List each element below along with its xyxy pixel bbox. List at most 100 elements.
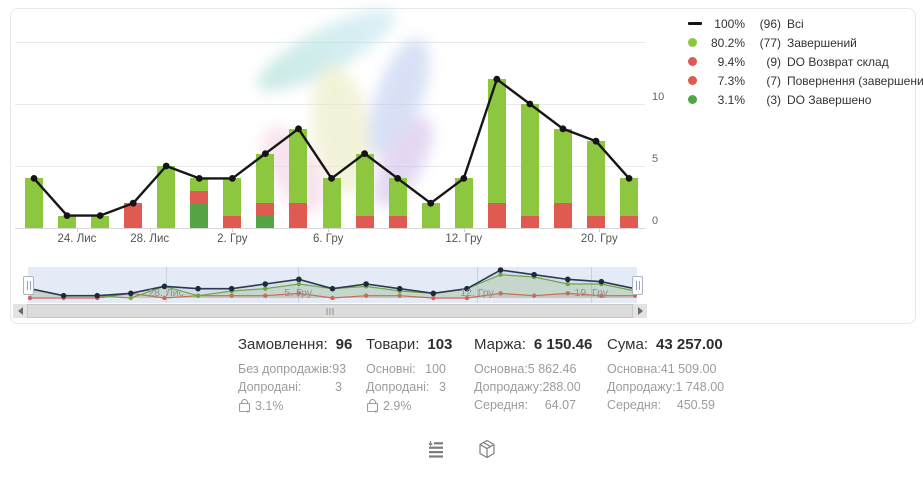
stats-title-row: Сума: 43 257.00	[607, 336, 723, 353]
bar-segment[interactable]	[124, 203, 143, 228]
stats-row: Основні: 100	[366, 360, 446, 378]
legend-item[interactable]: 100% (96) Всі	[688, 14, 920, 33]
line-point[interactable]	[394, 175, 402, 182]
bar-segment[interactable]	[520, 104, 539, 216]
stats-row-label: Середня:	[607, 398, 662, 412]
bar-segment[interactable]	[223, 178, 242, 216]
bar-segment[interactable]	[587, 141, 606, 216]
stats-column: Замовлення: 96 Без допродажів: 93 Допродані:…	[238, 336, 352, 413]
bar-segment[interactable]	[157, 166, 176, 228]
upsell-rate-value: 3.1%	[255, 399, 284, 413]
bar-segment[interactable]	[553, 128, 572, 204]
stats-title-label: Замовлення:	[238, 336, 328, 353]
stats-title-value: 103	[427, 336, 453, 353]
bar-segment[interactable]	[587, 215, 606, 228]
line-point[interactable]	[195, 175, 203, 182]
bar-segment[interactable]	[553, 203, 572, 228]
chart-legend: 100% (96) Всі 80.2% (77) Завершений 9.4% (9) DO …	[688, 14, 923, 109]
stats-row-label: Допродажу:	[474, 380, 543, 394]
line-point[interactable]	[328, 175, 335, 182]
bar-segment[interactable]	[487, 203, 506, 228]
stats-row-value: 100	[425, 362, 446, 376]
legend-item[interactable]: 9.4% (9) DO Возврат склад	[688, 52, 920, 71]
line-point[interactable]	[262, 150, 269, 157]
bar-segment[interactable]	[25, 178, 43, 228]
line-point[interactable]	[63, 212, 71, 220]
products-view-button[interactable]	[475, 437, 499, 461]
stats-column: Маржа: 6 150.46 Основна: 5 862.46 Допродажу:…	[474, 336, 592, 414]
scrollbar-grip-icon	[326, 308, 334, 315]
legend-item[interactable]: 80.2% (77) Завершений	[688, 33, 920, 52]
scrollbar-left-arrow-icon[interactable]	[13, 304, 27, 318]
navigator-series	[27, 267, 638, 301]
legend-count: (96)	[759, 16, 781, 31]
package-cube-icon	[478, 439, 495, 459]
line-point[interactable]	[592, 137, 600, 145]
legend-item[interactable]: 7.3% (7) Повернення (завершений)	[688, 71, 923, 90]
legend-label: Повернення (завершений)	[787, 73, 923, 88]
legend-item[interactable]: 3.1% (3) DO Завершено	[688, 90, 920, 109]
bar-segment[interactable]	[223, 215, 242, 228]
line-point[interactable]	[30, 175, 38, 182]
line-point[interactable]	[162, 162, 170, 170]
navigator-date-label: 19. Гру	[574, 287, 609, 299]
bar-segment[interactable]	[355, 215, 374, 228]
legend-percent: 7.3%	[717, 73, 745, 88]
stats-title-label: Товари:	[366, 336, 420, 353]
bar-segment[interactable]	[388, 215, 407, 228]
line-point[interactable]	[493, 75, 501, 83]
bar-segment[interactable]	[620, 215, 639, 228]
bar-segment[interactable]	[487, 79, 506, 204]
line-point[interactable]	[460, 175, 468, 182]
y-axis-label: 10	[652, 91, 665, 103]
bar-segment[interactable]	[454, 178, 473, 228]
navigator-right-handle-icon[interactable]	[632, 276, 643, 295]
line-point[interactable]	[295, 125, 302, 133]
legend-count: (3)	[766, 92, 781, 107]
chart-scrollbar[interactable]	[13, 304, 647, 318]
navigator-date-label: 12. Гру	[460, 287, 494, 299]
x-axis-label: 24. Лис	[57, 233, 97, 245]
line-point[interactable]	[625, 175, 633, 182]
navigator-left-handle-icon[interactable]	[23, 276, 34, 295]
line-point[interactable]	[526, 100, 534, 108]
bar-segment[interactable]	[91, 215, 110, 228]
legend-count: (77)	[759, 35, 781, 50]
stats-row-label: Середня:	[474, 398, 529, 412]
stats-title-row: Маржа: 6 150.46	[474, 336, 592, 353]
stats-row-label: Основна:	[607, 362, 661, 376]
line-point[interactable]	[228, 175, 236, 182]
legend-count: (9)	[766, 54, 781, 69]
stats-row-label: Допродані:	[366, 380, 430, 394]
upsell-rate-value: 2.9%	[383, 399, 412, 413]
stats-row: Основна: 41 509.00	[607, 360, 716, 378]
stats-title-row: Товари: 103	[366, 336, 452, 353]
stats-list-view-button[interactable]	[425, 437, 449, 461]
scrollbar-thumb[interactable]	[27, 304, 633, 318]
legend-dot-marker-icon	[688, 38, 697, 47]
x-axis-tick	[149, 228, 151, 232]
upsell-rate: x 2.9%	[366, 399, 446, 413]
bar-segment[interactable]	[190, 203, 209, 228]
legend-count: (7)	[766, 73, 781, 88]
scrollbar-right-arrow-icon[interactable]	[633, 304, 647, 318]
line-point[interactable]	[129, 199, 137, 207]
x-axis-label: 20. Гру	[580, 233, 618, 245]
stats-column: Сума: 43 257.00 Основна: 41 509.00 Допродажу…	[607, 336, 724, 414]
line-point[interactable]	[96, 212, 104, 220]
line-point[interactable]	[361, 150, 368, 157]
line-point[interactable]	[559, 125, 567, 133]
bar-segment[interactable]	[190, 178, 209, 191]
chart-navigator[interactable]: 28. Лис 5. Гру 12. Гру 19. Гру	[23, 267, 643, 303]
x-axis-label: 12. Гру	[445, 233, 483, 245]
navigator-gridline	[477, 267, 478, 303]
bar-segment[interactable]	[58, 215, 77, 228]
x-axis-tick	[328, 228, 330, 232]
x-axis-tick	[463, 228, 465, 232]
stats-row-label: Основна:	[474, 362, 528, 376]
bar-segment[interactable]	[620, 178, 639, 216]
bar-segment[interactable]	[520, 215, 539, 228]
bar-segment[interactable]	[190, 190, 209, 204]
line-point[interactable]	[427, 199, 435, 207]
gridline	[15, 228, 645, 229]
